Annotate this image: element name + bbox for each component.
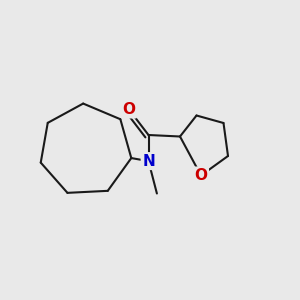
Text: O: O (194, 168, 208, 183)
Text: O: O (122, 102, 136, 117)
Text: N: N (142, 154, 155, 169)
